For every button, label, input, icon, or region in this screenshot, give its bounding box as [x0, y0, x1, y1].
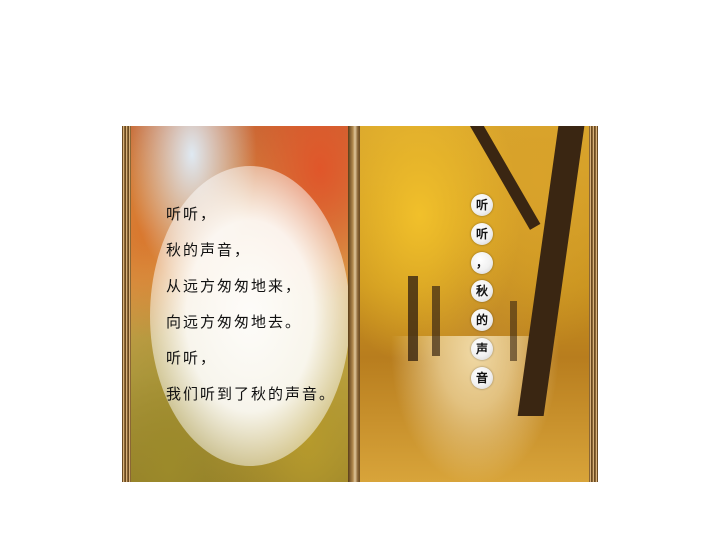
poem-line: 秋的声音，	[166, 241, 252, 259]
book-spine	[348, 126, 362, 482]
poem-line: 向远方匆匆地去。	[166, 313, 303, 331]
tree-trunk-small-3	[510, 301, 517, 361]
vertical-title: 听 听 ， 秋 的 声 音	[469, 194, 495, 396]
mist-overlay	[150, 166, 350, 466]
poem-line: 我们听到了秋的声音。	[166, 385, 337, 403]
title-char-bubble: 秋	[471, 280, 493, 303]
poem-line: 听听，	[166, 349, 218, 367]
poem-line: 从远方匆匆地来，	[166, 277, 303, 295]
poem-line: 听听，	[166, 205, 218, 223]
title-char-bubble: 听	[471, 194, 493, 216]
title-char-bubble: 听	[471, 222, 493, 245]
poem-text: 听听， 秋的声音， 从远方匆匆地来， 向远方匆匆地去。 听听， 我们听到了秋的声…	[166, 196, 336, 412]
right-page-autumn-avenue	[360, 126, 598, 482]
tree-trunk-small-1	[408, 276, 418, 361]
tree-trunk-small-2	[432, 286, 440, 356]
title-char-bubble: ，	[471, 251, 493, 274]
left-page-autumn-scene	[122, 126, 355, 482]
title-char-bubble: 的	[471, 309, 493, 332]
title-char-bubble: 声	[471, 337, 493, 360]
title-char-bubble: 音	[471, 366, 493, 389]
book-illustration	[122, 126, 598, 482]
